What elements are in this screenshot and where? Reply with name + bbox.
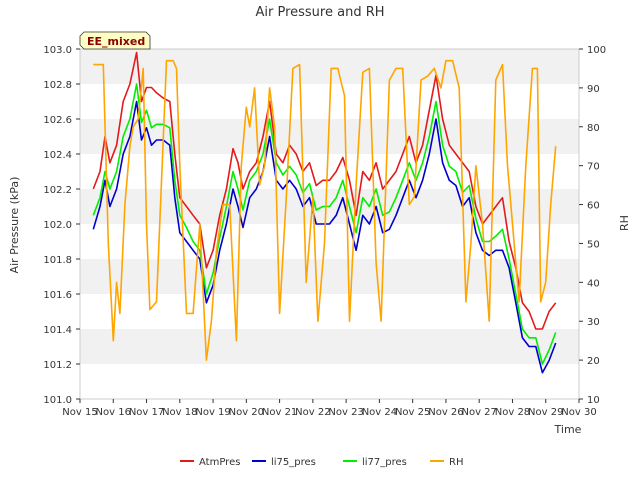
y-right-tick-label: 40 <box>587 278 600 289</box>
x-tick-label: Nov 18 <box>162 407 197 418</box>
x-tick-label: Nov 16 <box>96 407 131 418</box>
x-axis-label: Time <box>554 423 582 436</box>
series-line-atmpres <box>92 51 557 330</box>
x-tick-label: Nov 17 <box>129 407 164 418</box>
x-tick-label: Nov 28 <box>495 407 530 418</box>
y-tick-label: 103.0 <box>43 45 72 56</box>
x-tick-label: Nov 26 <box>428 407 463 418</box>
y-tick-label: 101.0 <box>43 395 72 406</box>
x-tick-label: Nov 24 <box>362 407 397 418</box>
grid-band <box>80 259 579 294</box>
station-badge: EE_mixed <box>79 31 151 50</box>
axes: 101.0 101.2 101.4 101.6 101.8 102.0 102.2 102.4… <box>43 45 606 418</box>
y-right-tick-label: 10 <box>587 395 600 406</box>
x-tick-label: Nov 30 <box>561 407 596 418</box>
grid-band <box>80 329 579 364</box>
badge-label: EE_mixed <box>87 35 145 48</box>
y-right-tick-label: 80 <box>587 123 600 134</box>
y-tick-label: 102.4 <box>43 150 72 161</box>
x-tick-label: Nov 27 <box>461 407 496 418</box>
y-right-tick-label: 70 <box>587 162 600 173</box>
grid-band <box>80 49 579 84</box>
y-axis-label: Air Pressure (kPa) <box>8 177 21 274</box>
series-layer <box>92 51 557 374</box>
y-tick-label: 102.8 <box>43 80 72 91</box>
y-right-tick-label: 100 <box>587 45 606 56</box>
y-tick-label: 101.6 <box>43 290 72 301</box>
x-tick-label: Nov 29 <box>528 407 563 418</box>
y-tick-label: 101.8 <box>43 255 72 266</box>
legend: AtmPres li75_pres li77_pres RH <box>180 457 463 468</box>
y-tick-label: 102.6 <box>43 115 72 126</box>
badge-box <box>79 31 151 50</box>
series-line-rh <box>93 59 557 361</box>
x-tick-label: Nov 21 <box>262 407 297 418</box>
y-right-axis-label: RH <box>618 215 631 231</box>
x-tick-label: Nov 19 <box>195 407 230 418</box>
y-tick-label: 101.4 <box>43 325 72 336</box>
x-tick-label: Nov 20 <box>229 407 264 418</box>
y-right-tick-label: 90 <box>587 84 600 95</box>
x-tick-label: Nov 23 <box>328 407 363 418</box>
legend-label: AtmPres <box>199 457 240 468</box>
x-tick-label: Nov 22 <box>295 407 330 418</box>
legend-label: li75_pres <box>271 457 316 468</box>
legend-label: RH <box>449 457 463 468</box>
y-right-tick-label: 60 <box>587 201 600 212</box>
x-tick-label: Nov 25 <box>395 407 430 418</box>
x-tick-label: Nov 15 <box>62 407 97 418</box>
y-tick-label: 101.2 <box>43 360 72 371</box>
y-right-tick-label: 30 <box>587 317 600 328</box>
chart-title: Air Pressure and RH <box>255 5 384 20</box>
legend-label: li77_pres <box>362 457 407 468</box>
y-tick-label: 102.0 <box>43 220 72 231</box>
y-right-tick-label: 50 <box>587 239 600 250</box>
y-right-tick-label: 20 <box>587 356 600 367</box>
y-tick-label: 102.2 <box>43 185 72 196</box>
